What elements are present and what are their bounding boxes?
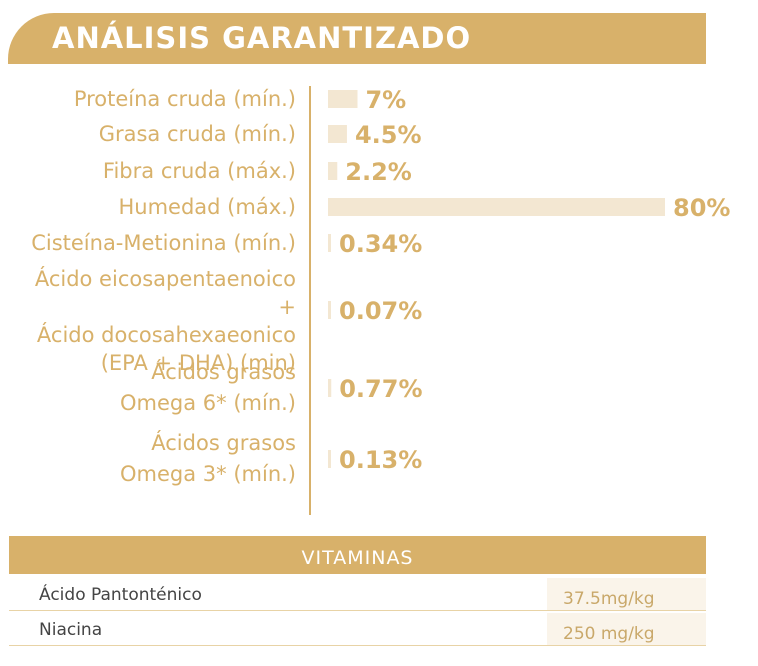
title-banner (8, 13, 706, 64)
category-labels: Proteína cruda (mín.) Grasa cruda (mín.) F… (31, 87, 296, 486)
category-label: Ácido eicosapentaenoico (35, 266, 296, 291)
bar (328, 162, 338, 180)
value-label: 2.2% (345, 158, 412, 186)
value-label: 0.13% (339, 446, 422, 474)
value-label: 4.5% (355, 121, 422, 149)
vitamins-header: VITAMINAS (9, 536, 706, 574)
vitamin-name: Niacina (39, 620, 103, 640)
category-label: Omega 3* (mín.) (120, 462, 296, 486)
category-label: Proteína cruda (mín.) (74, 87, 296, 111)
bar (328, 125, 347, 143)
category-label: Ácido docosahexaeonico (37, 322, 296, 347)
category-label: (EPA + DHA) (min) (101, 351, 296, 375)
bars (328, 90, 665, 468)
category-label: Grasa cruda (mín.) (99, 122, 296, 146)
analysis-chart: Proteína cruda (mín.) Grasa cruda (mín.) F… (31, 86, 730, 515)
vitamin-value-cell: 250 mg/kg (547, 613, 706, 645)
vitamin-name: Ácido Pantonténico (39, 585, 202, 605)
value-labels: 7% 4.5% 2.2% 80% 0.34% 0.07% 0.77% 0.13% (339, 86, 730, 474)
bar (328, 379, 332, 397)
value-label: 7% (365, 86, 406, 114)
vitamin-value: 250 mg/kg (563, 624, 655, 644)
category-label: Omega 6* (mín.) (120, 391, 296, 415)
category-label: Fibra cruda (máx.) (103, 159, 296, 183)
vitamin-value-cell: 37.5mg/kg (547, 578, 706, 610)
page-title: ANÁLISIS GARANTIZADO (52, 21, 472, 55)
bar (328, 301, 331, 319)
value-label: 80% (673, 194, 730, 222)
category-label: Ácidos grasos (151, 430, 296, 455)
bar (328, 198, 665, 216)
category-label: Cisteína-Metionina (mín.) (31, 231, 296, 255)
category-label: Ácidos grasos (151, 359, 296, 384)
bar (328, 450, 331, 468)
bar (328, 90, 358, 108)
vitamin-value: 37.5mg/kg (563, 589, 655, 609)
value-label: 0.34% (339, 230, 422, 258)
vitamin-row: Ácido Pantonténico 37.5mg/kg (9, 576, 706, 611)
value-label: 0.07% (339, 297, 422, 325)
value-label: 0.77% (339, 375, 422, 403)
bar (328, 234, 331, 252)
category-label: + (278, 295, 296, 319)
category-label: Humedad (máx.) (119, 195, 297, 219)
vitamin-row: Niacina 250 mg/kg (9, 611, 706, 646)
